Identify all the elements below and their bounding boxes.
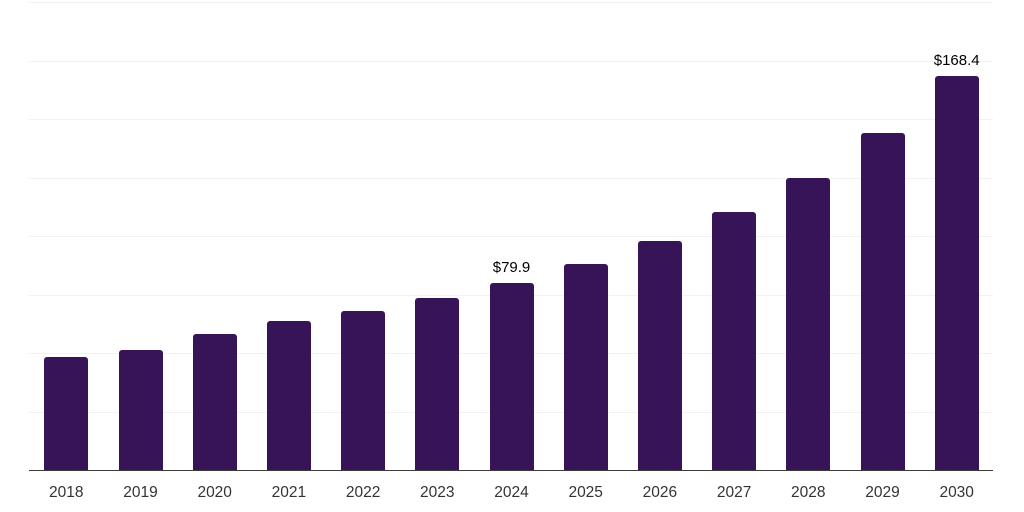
x-tick-label-2030: 2030 (939, 484, 974, 501)
bar-2025 (563, 264, 608, 470)
bar-2024 (489, 283, 534, 470)
bar-2018 (44, 356, 89, 470)
bar-2022 (341, 310, 386, 470)
x-tick-label-2024: 2024 (494, 484, 529, 501)
x-tick-label-2019: 2019 (123, 484, 158, 501)
x-axis-line (29, 470, 993, 471)
bar-2026 (637, 241, 682, 470)
bar-2019 (118, 350, 163, 470)
bar-2023 (415, 297, 460, 470)
bar-chart-plot-area: $79.9 $168.4 (29, 2, 993, 471)
x-tick-label-2018: 2018 (49, 484, 84, 501)
gridline-100 (29, 236, 993, 237)
x-tick-label-2020: 2020 (197, 484, 232, 501)
bar-2021 (266, 321, 311, 470)
x-tick-label-2029: 2029 (865, 484, 900, 501)
gridline-150 (29, 119, 993, 120)
gridline-200 (29, 2, 993, 3)
bar-value-label-2030: $168.4 (933, 51, 980, 69)
x-tick-label-2021: 2021 (271, 484, 307, 501)
gridline-125 (29, 177, 993, 179)
x-tick-label-2027: 2027 (716, 484, 752, 501)
bar-2029 (860, 133, 905, 470)
bar-value-label-2024: $79.9 (492, 259, 531, 277)
x-tick-label-2028: 2028 (791, 484, 826, 501)
bar-2020 (192, 334, 237, 470)
bar-2030 (934, 75, 979, 470)
x-tick-label-2025: 2025 (568, 484, 603, 501)
x-tick-label-2023: 2023 (420, 484, 455, 501)
x-tick-label-2026: 2026 (642, 484, 678, 501)
gridline-175 (29, 60, 993, 62)
bar-2027 (712, 212, 757, 470)
bar-2028 (786, 177, 831, 470)
x-tick-label-2022: 2022 (345, 484, 381, 501)
